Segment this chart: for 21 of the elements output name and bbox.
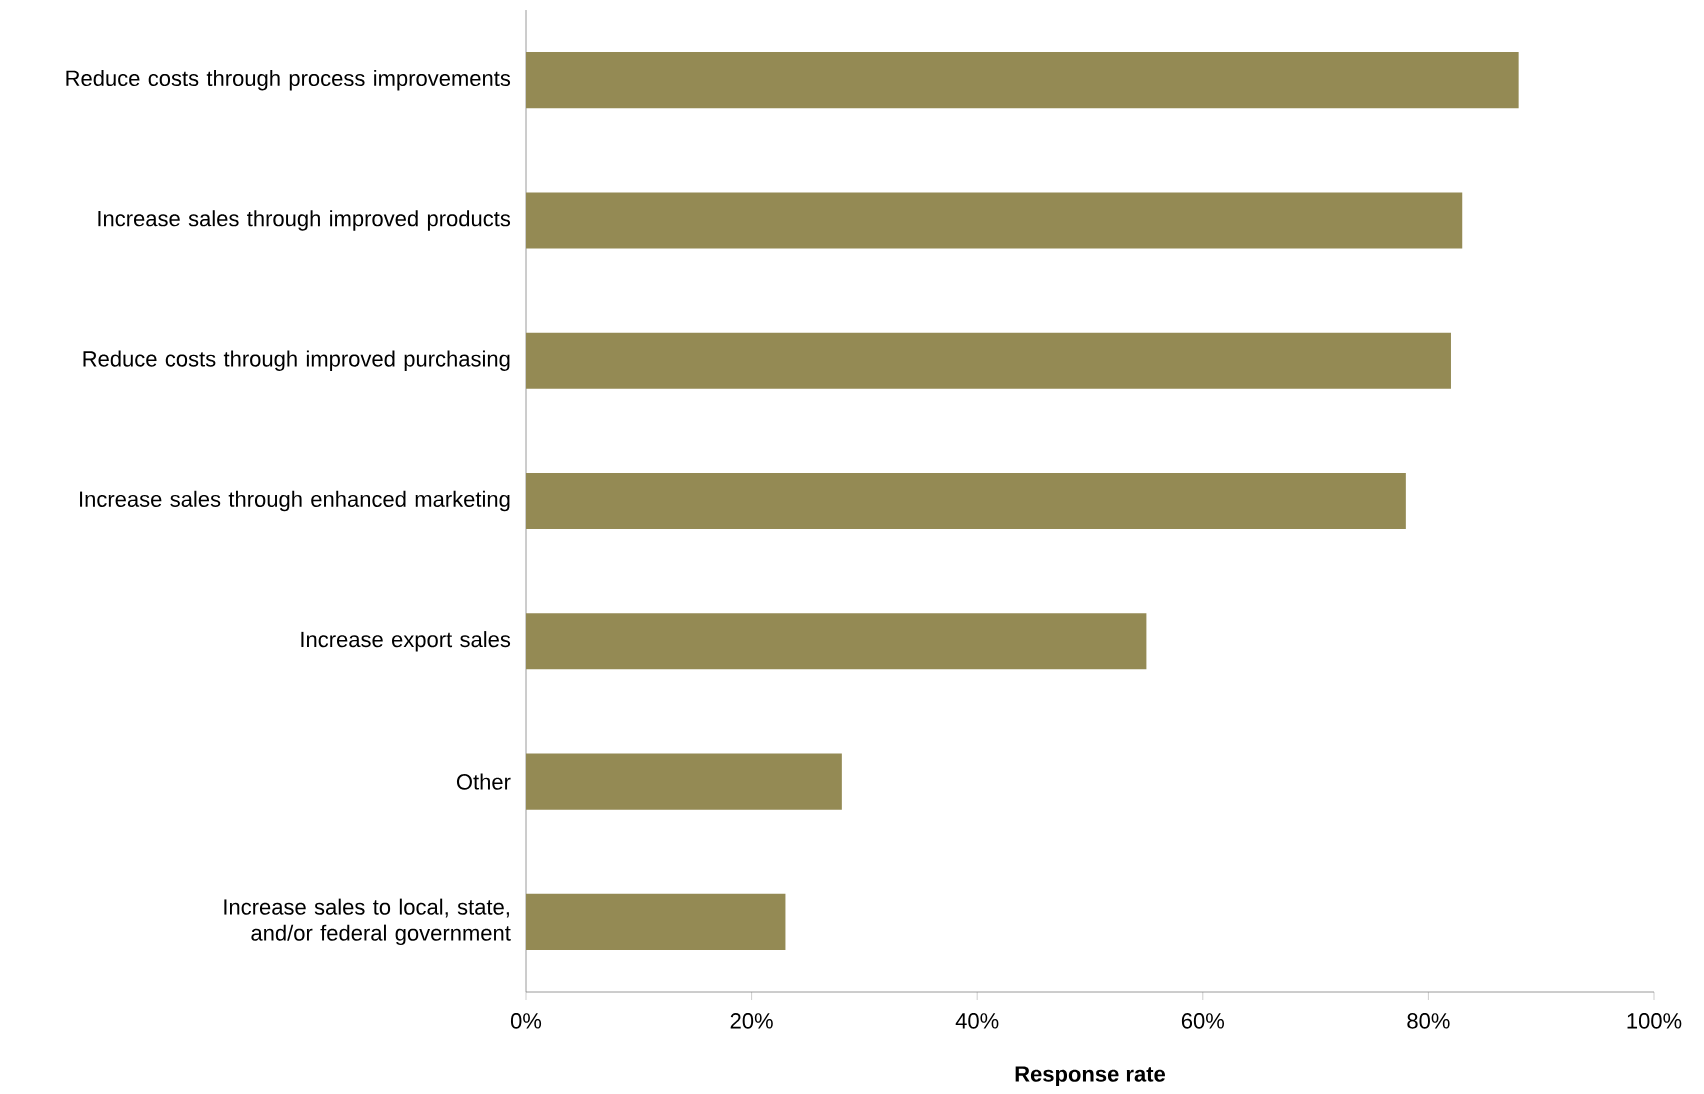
x-axis-title: Response rate: [1015, 1066, 1166, 1087]
y-tick-label: Increase export sales: [301, 631, 511, 652]
bar: [526, 472, 1406, 530]
x-tick-label: 20%: [730, 1013, 773, 1029]
y-tick-label: Reduce costs through process improvements: [66, 69, 511, 91]
bar: [526, 893, 786, 950]
x-tick-label: 80%: [1407, 1013, 1450, 1029]
bar: [526, 753, 842, 810]
x-tick-label: 60%: [1181, 1013, 1225, 1029]
x-tick-label: 40%: [955, 1013, 999, 1029]
bar: [526, 192, 1463, 249]
bar: [526, 332, 1451, 389]
x-tick-label: 0%: [510, 1013, 542, 1029]
y-tick-label: Other: [456, 773, 511, 790]
y-tick-label: Increase sales to local, state, and/or federal government: [224, 898, 511, 946]
y-tick-label: Increase sales through enhanced marketing: [80, 490, 510, 512]
y-tick-label: Reduce costs through improved purchasing: [83, 350, 510, 371]
bar: [526, 52, 1519, 109]
y-tick-label: Increase sales through improved products: [98, 210, 511, 231]
x-tick-label: 100%: [1627, 1013, 1682, 1029]
bar: [526, 613, 1147, 670]
